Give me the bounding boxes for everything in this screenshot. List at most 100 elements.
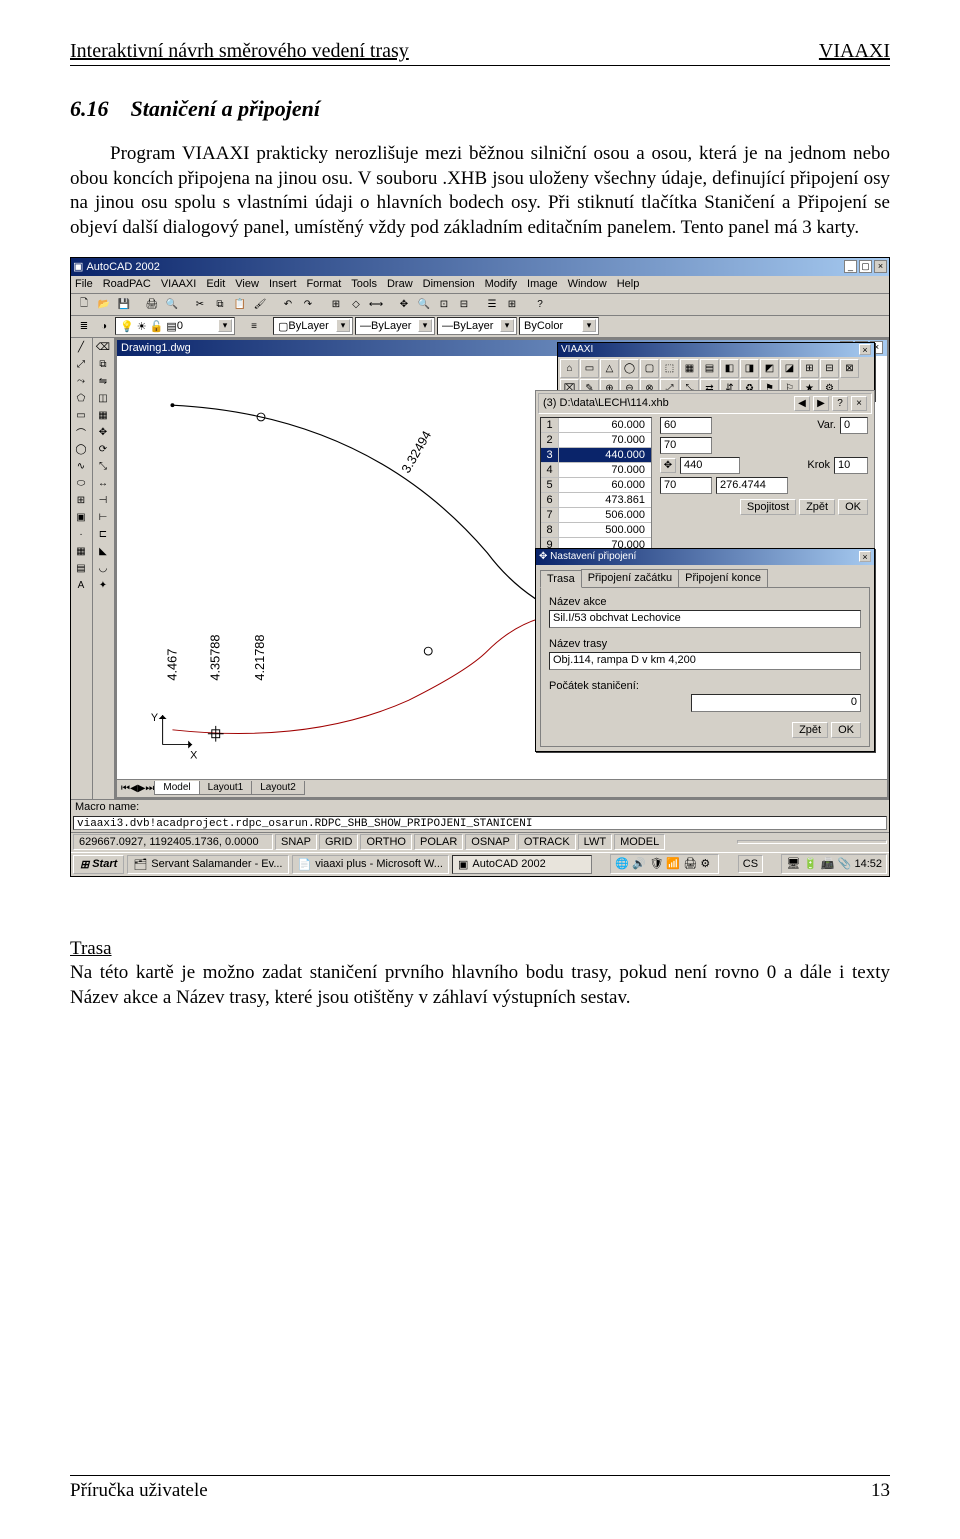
help-icon[interactable]: ? bbox=[531, 295, 549, 313]
command-line[interactable]: viaaxi3.dvb!acadproject.rdpc_osarun.RDPC… bbox=[73, 816, 887, 830]
spojitost-button[interactable]: Spojitost bbox=[740, 499, 796, 515]
menu-item[interactable]: Insert bbox=[269, 278, 297, 290]
viaaxi-btn[interactable]: ⊞ bbox=[800, 359, 819, 378]
tray-icon[interactable]: 📎 bbox=[837, 857, 851, 871]
paste-icon[interactable]: 📋 bbox=[231, 295, 249, 313]
viaaxi-btn[interactable]: ◧ bbox=[720, 359, 739, 378]
viaaxi-close-icon[interactable]: × bbox=[859, 344, 871, 355]
dialog-zpet-button[interactable]: Zpět bbox=[792, 722, 828, 738]
toggle-otrack[interactable]: OTRACK bbox=[518, 834, 576, 850]
dialog-close-icon[interactable]: × bbox=[859, 551, 871, 562]
nav-next-icon[interactable]: ▶ bbox=[138, 783, 146, 794]
erase-icon[interactable]: ⌫ bbox=[94, 340, 112, 356]
toggle-lwt[interactable]: LWT bbox=[578, 834, 612, 850]
plotstyle-combo[interactable]: ByColor bbox=[519, 317, 599, 335]
tray-icon[interactable]: 📠 bbox=[820, 857, 834, 871]
tray-icon[interactable]: 📶 bbox=[666, 857, 680, 871]
menu-item[interactable]: Format bbox=[306, 278, 341, 290]
menu-item[interactable]: File bbox=[75, 278, 93, 290]
nav-prev-icon[interactable]: ◀ bbox=[130, 783, 138, 794]
offset-icon[interactable]: ◫ bbox=[94, 391, 112, 407]
undo-icon[interactable]: ↶ bbox=[279, 295, 297, 313]
grid[interactable]: 160.000 270.000 3440.000 470.000 560.000… bbox=[540, 417, 652, 554]
layer-manager-icon[interactable]: ≡ bbox=[245, 317, 263, 335]
extend-icon[interactable]: ⊢ bbox=[94, 510, 112, 526]
insert-icon[interactable]: ⊞ bbox=[72, 493, 90, 509]
new-icon[interactable]: 🗋 bbox=[75, 295, 93, 313]
viaaxi-btn[interactable]: ▭ bbox=[580, 359, 599, 378]
preview-icon[interactable]: 🔍 bbox=[163, 295, 181, 313]
zoom-icon[interactable]: 🔍 bbox=[415, 295, 433, 313]
tray-icon[interactable]: 🖨 bbox=[683, 857, 697, 871]
menu-item[interactable]: Dimension bbox=[423, 278, 475, 290]
layer-combo[interactable]: 💡 ☀ 🔓 ▤ 0 bbox=[115, 317, 235, 335]
toggle-model[interactable]: MODEL bbox=[614, 834, 665, 850]
input-nazev-akce[interactable]: Sil.I/53 obchvat Lechovice bbox=[549, 610, 861, 628]
explode-icon[interactable]: ✦ bbox=[94, 578, 112, 594]
arc-icon[interactable]: ⌒ bbox=[72, 425, 90, 441]
menu-item[interactable]: Window bbox=[568, 278, 607, 290]
grab-icon[interactable]: ✥ bbox=[660, 458, 676, 473]
field-1[interactable]: 60 bbox=[660, 417, 712, 434]
viaaxi-btn[interactable]: ◩ bbox=[760, 359, 779, 378]
start-button[interactable]: ⊞ Start bbox=[73, 855, 124, 874]
redo-icon[interactable]: ↷ bbox=[299, 295, 317, 313]
layers-icon[interactable]: ≣ bbox=[75, 317, 93, 335]
input-nazev-trasy[interactable]: Obj.114, rampa D v km 4,200 bbox=[549, 652, 861, 670]
tray-icon[interactable]: 🔊 bbox=[632, 857, 646, 871]
layer-state-icon[interactable]: ◑ bbox=[95, 317, 113, 335]
var-field[interactable]: 0 bbox=[840, 417, 868, 434]
circle-icon[interactable]: ◯ bbox=[72, 442, 90, 458]
line-icon[interactable]: ╱ bbox=[72, 340, 90, 356]
viaaxi-btn[interactable]: ◯ bbox=[620, 359, 639, 378]
nav-first-icon[interactable]: ⏮ bbox=[121, 783, 130, 794]
fillet-icon[interactable]: ◡ bbox=[94, 561, 112, 577]
menu-item[interactable]: View bbox=[235, 278, 259, 290]
field-4[interactable]: 70 bbox=[660, 477, 712, 494]
viaaxi-btn[interactable]: ▦ bbox=[680, 359, 699, 378]
maximize-button[interactable]: ▢ bbox=[859, 260, 872, 273]
tab-pripojeni-zacatku[interactable]: Připojení začátku bbox=[581, 569, 679, 587]
toggle-osnap[interactable]: OSNAP bbox=[465, 834, 516, 850]
viaaxi-btn[interactable]: ▢ bbox=[640, 359, 659, 378]
hatch-icon[interactable]: ▦ bbox=[72, 544, 90, 560]
match-icon[interactable]: 🖌 bbox=[251, 295, 269, 313]
help-icon[interactable]: ? bbox=[832, 396, 848, 411]
tray-icon[interactable]: 🌐 bbox=[615, 857, 629, 871]
toggle-grid[interactable]: GRID bbox=[319, 834, 359, 850]
input-pocatek[interactable]: 0 bbox=[691, 694, 861, 712]
array-icon[interactable]: ▦ bbox=[94, 408, 112, 424]
field-3[interactable]: 440 bbox=[680, 457, 740, 474]
viaaxi-btn[interactable]: ◪ bbox=[780, 359, 799, 378]
zoom-window-icon[interactable]: ⊡ bbox=[435, 295, 453, 313]
chamfer-icon[interactable]: ◣ bbox=[94, 544, 112, 560]
point-icon[interactable]: · bbox=[72, 527, 90, 543]
task-button-2[interactable]: 📄 viaaxi plus - Microsoft W... bbox=[292, 855, 449, 874]
copy-icon[interactable]: ⧉ bbox=[211, 295, 229, 313]
color-combo[interactable]: ▢ ByLayer bbox=[273, 317, 353, 335]
trim-icon[interactable]: ⊣ bbox=[94, 493, 112, 509]
tab-pripojeni-konce[interactable]: Připojení konce bbox=[678, 569, 768, 587]
move-icon[interactable]: ✥ bbox=[94, 425, 112, 441]
cut-icon[interactable]: ✂ bbox=[191, 295, 209, 313]
toggle-ortho[interactable]: ORTHO bbox=[360, 834, 412, 850]
scale-icon[interactable]: ⤡ bbox=[94, 459, 112, 475]
close-button[interactable]: × bbox=[874, 260, 887, 273]
toggle-snap[interactable]: SNAP bbox=[275, 834, 317, 850]
viaaxi-btn[interactable]: ⌂ bbox=[560, 359, 579, 378]
toggle-polar[interactable]: POLAR bbox=[414, 834, 463, 850]
block-icon[interactable]: ▣ bbox=[72, 510, 90, 526]
viaaxi-btn[interactable]: ⊟ bbox=[820, 359, 839, 378]
tray-icon[interactable]: 🖥 bbox=[786, 857, 800, 871]
adc-icon[interactable]: ⊞ bbox=[503, 295, 521, 313]
print-icon[interactable]: 🖨 bbox=[143, 295, 161, 313]
viaaxi-btn[interactable]: ◨ bbox=[740, 359, 759, 378]
today-icon[interactable]: ⊞ bbox=[327, 295, 345, 313]
props-icon[interactable]: ☰ bbox=[483, 295, 501, 313]
ellipse-icon[interactable]: ⬭ bbox=[72, 476, 90, 492]
minimize-button[interactable]: _ bbox=[844, 260, 857, 273]
dist-icon[interactable]: ⟷ bbox=[367, 295, 385, 313]
viaaxi-btn[interactable]: ▤ bbox=[700, 359, 719, 378]
open-icon[interactable]: 📂 bbox=[95, 295, 113, 313]
tray-icon[interactable]: ⚙ bbox=[700, 857, 714, 871]
